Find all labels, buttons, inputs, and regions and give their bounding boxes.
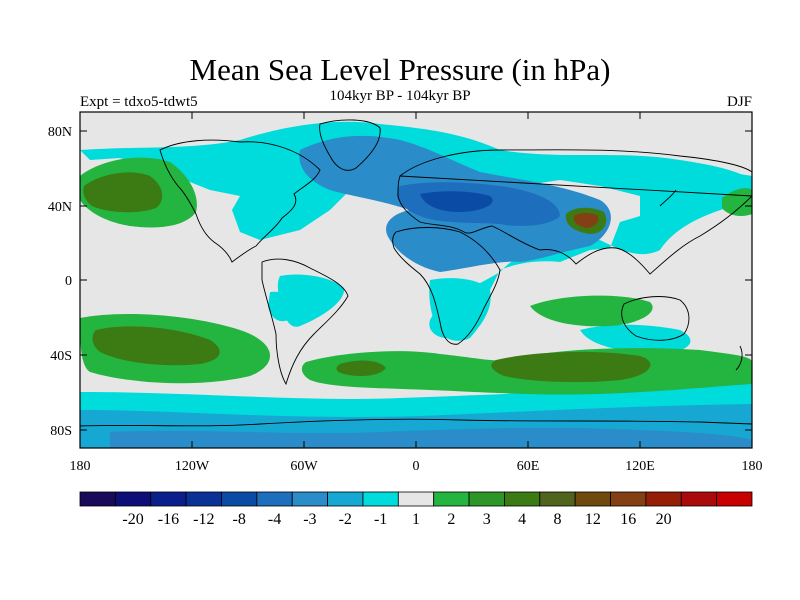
coast-eurasia (397, 149, 752, 275)
colorbar-label: 16 (620, 511, 636, 528)
indian-ocean-high-core (491, 351, 651, 383)
coast-africa (392, 227, 501, 345)
colorbar-swatch (150, 491, 187, 507)
colorbar-label: -1 (374, 511, 387, 528)
colorbar-swatch (645, 491, 682, 507)
colorbar-swatch (610, 491, 647, 507)
coast-japan (659, 189, 677, 207)
season-label: DJF (726, 94, 752, 110)
colorbar-swatch (291, 491, 328, 507)
europe-core-low (420, 191, 493, 212)
colorbar-swatch (680, 491, 718, 507)
indian-ocean-negative (580, 324, 691, 354)
coast-greenland (319, 119, 381, 171)
lat-axis: 80N 40N 0 40S 80S (48, 125, 752, 439)
tibet-high-core (573, 213, 599, 228)
colorbar-swatch (185, 491, 222, 507)
coast-antarctica (80, 418, 752, 427)
lat-label-80n: 80N (48, 125, 72, 140)
atlantic-high-core (336, 360, 386, 376)
colorbar-swatch (504, 491, 541, 507)
colorbar-label: 1 (412, 511, 420, 528)
colorbar-label: 4 (518, 511, 526, 528)
arctic-negative (80, 121, 752, 339)
colorbar-label: -4 (268, 511, 281, 528)
coast-north-america (159, 139, 321, 263)
lon-label-60e: 60E (517, 459, 540, 474)
lon-axis: 180 120W 60W 0 60E 120E 180 (70, 112, 763, 474)
north-pacific-high-core (83, 172, 163, 213)
colorbar-label: 20 (656, 511, 672, 528)
chart-subtitle: 104kyr BP - 104kyr BP (329, 88, 471, 104)
north-atlantic-low (299, 144, 362, 186)
chart-title: Mean Sea Level Pressure (in hPa) (189, 52, 611, 87)
lon-label-180e: 180 (742, 459, 763, 474)
lat-label-40n: 40N (48, 200, 72, 215)
colorbar-swatch (468, 491, 505, 507)
colorbar-swatch (397, 491, 435, 507)
colorbar-label: 8 (553, 511, 561, 528)
colorbar-swatch (539, 491, 576, 507)
lon-label-120e: 120E (625, 459, 655, 474)
lon-label-180w: 180 (70, 459, 91, 474)
colorbar: -20 -16 -12 -8 -4 -3 -2 -1 1 2 3 4 8 12 16 20 (79, 491, 753, 528)
pacific-negative (268, 291, 295, 322)
colorbar-swatch (327, 491, 364, 507)
colorbar-swatch (79, 491, 116, 507)
north-pacific-negative (658, 171, 752, 210)
colorbar-swatch (114, 491, 152, 507)
experiment-label: Expt = tdxo5-tdwt5 (80, 94, 198, 110)
coast-new-zealand (735, 345, 743, 371)
colorbar-swatch (433, 491, 470, 507)
colorbar-label: 12 (585, 511, 601, 528)
colorbar-label: -16 (158, 511, 179, 528)
colorbar-swatch (716, 491, 753, 507)
lon-label-60w: 60W (290, 459, 318, 474)
coast-australia (621, 296, 690, 341)
colorbar-label: -12 (193, 511, 214, 528)
south-pacific-high-core (92, 326, 220, 366)
colorbar-swatch (256, 491, 293, 507)
lon-label-120w: 120W (175, 459, 210, 474)
antarctic-deep-low (110, 427, 752, 448)
colorbar-swatch (574, 491, 611, 507)
coastlines (80, 119, 752, 427)
colorbar-label: -3 (303, 511, 316, 528)
colorbar-label: -8 (232, 511, 245, 528)
lat-label-0: 0 (65, 274, 72, 289)
colorbar-swatch (362, 491, 399, 507)
coast-south-america (261, 258, 349, 386)
south-atlantic-negative (277, 274, 345, 327)
map-field (80, 112, 752, 448)
colorbar-label: 3 (483, 511, 491, 528)
colorbar-label: 2 (447, 511, 455, 528)
colorbar-swatch (221, 491, 258, 507)
lat-label-40s: 40S (50, 349, 72, 364)
colorbar-label: -2 (339, 511, 352, 528)
lon-label-0: 0 (413, 459, 420, 474)
lat-label-80s: 80S (50, 424, 72, 439)
colorbar-label: -20 (122, 511, 143, 528)
